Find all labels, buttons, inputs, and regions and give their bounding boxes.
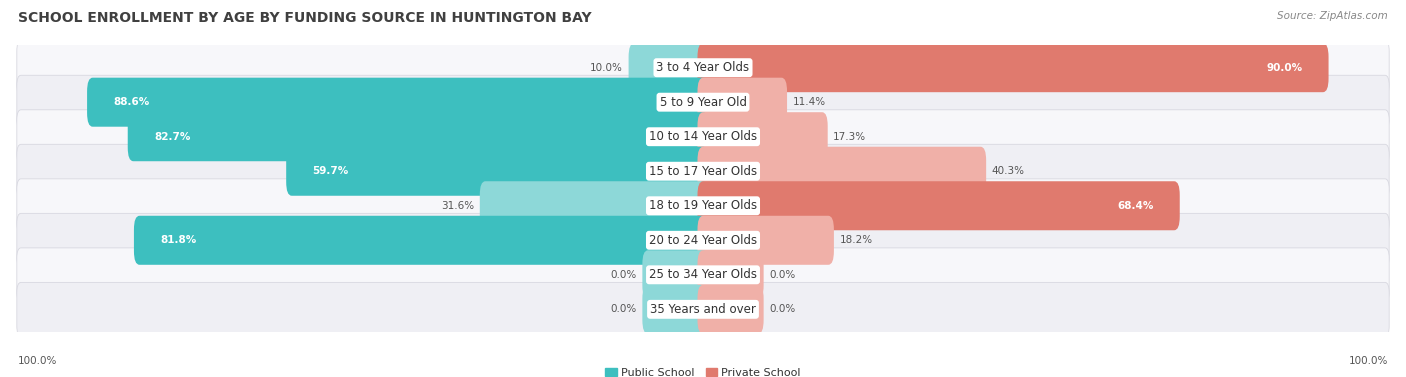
Text: 10.0%: 10.0% <box>591 63 623 73</box>
Text: 0.0%: 0.0% <box>769 304 796 314</box>
FancyBboxPatch shape <box>17 179 1389 233</box>
FancyBboxPatch shape <box>17 144 1389 198</box>
FancyBboxPatch shape <box>479 181 709 230</box>
FancyBboxPatch shape <box>134 216 709 265</box>
Text: SCHOOL ENROLLMENT BY AGE BY FUNDING SOURCE IN HUNTINGTON BAY: SCHOOL ENROLLMENT BY AGE BY FUNDING SOUR… <box>18 11 592 25</box>
FancyBboxPatch shape <box>17 213 1389 267</box>
Text: 88.6%: 88.6% <box>114 97 149 107</box>
FancyBboxPatch shape <box>87 78 709 127</box>
Text: Source: ZipAtlas.com: Source: ZipAtlas.com <box>1277 11 1388 21</box>
Text: 10 to 14 Year Olds: 10 to 14 Year Olds <box>650 130 756 143</box>
FancyBboxPatch shape <box>17 248 1389 302</box>
Text: 20 to 24 Year Olds: 20 to 24 Year Olds <box>650 234 756 247</box>
FancyBboxPatch shape <box>697 250 763 299</box>
Text: 18 to 19 Year Olds: 18 to 19 Year Olds <box>650 199 756 212</box>
Text: 81.8%: 81.8% <box>160 235 197 245</box>
FancyBboxPatch shape <box>697 285 763 334</box>
FancyBboxPatch shape <box>697 43 1329 92</box>
FancyBboxPatch shape <box>643 250 709 299</box>
Text: 31.6%: 31.6% <box>441 201 474 211</box>
FancyBboxPatch shape <box>17 41 1389 95</box>
Text: 90.0%: 90.0% <box>1267 63 1302 73</box>
Text: 40.3%: 40.3% <box>991 166 1025 176</box>
FancyBboxPatch shape <box>287 147 709 196</box>
Text: 100.0%: 100.0% <box>1348 356 1388 366</box>
FancyBboxPatch shape <box>17 282 1389 336</box>
Text: 3 to 4 Year Olds: 3 to 4 Year Olds <box>657 61 749 74</box>
FancyBboxPatch shape <box>697 147 986 196</box>
Legend: Public School, Private School: Public School, Private School <box>606 368 800 377</box>
Text: 0.0%: 0.0% <box>610 270 637 280</box>
Text: 35 Years and over: 35 Years and over <box>650 303 756 316</box>
Text: 11.4%: 11.4% <box>793 97 825 107</box>
FancyBboxPatch shape <box>697 78 787 127</box>
FancyBboxPatch shape <box>697 112 828 161</box>
Text: 0.0%: 0.0% <box>610 304 637 314</box>
FancyBboxPatch shape <box>697 216 834 265</box>
Text: 100.0%: 100.0% <box>18 356 58 366</box>
FancyBboxPatch shape <box>17 110 1389 164</box>
Text: 68.4%: 68.4% <box>1118 201 1153 211</box>
Text: 17.3%: 17.3% <box>834 132 866 142</box>
FancyBboxPatch shape <box>643 285 709 334</box>
Text: 15 to 17 Year Olds: 15 to 17 Year Olds <box>650 165 756 178</box>
Text: 0.0%: 0.0% <box>769 270 796 280</box>
FancyBboxPatch shape <box>628 43 709 92</box>
FancyBboxPatch shape <box>128 112 709 161</box>
Text: 25 to 34 Year Olds: 25 to 34 Year Olds <box>650 268 756 281</box>
Text: 82.7%: 82.7% <box>153 132 190 142</box>
FancyBboxPatch shape <box>697 181 1180 230</box>
Text: 5 to 9 Year Old: 5 to 9 Year Old <box>659 96 747 109</box>
Text: 18.2%: 18.2% <box>839 235 873 245</box>
FancyBboxPatch shape <box>17 75 1389 129</box>
Text: 59.7%: 59.7% <box>312 166 349 176</box>
